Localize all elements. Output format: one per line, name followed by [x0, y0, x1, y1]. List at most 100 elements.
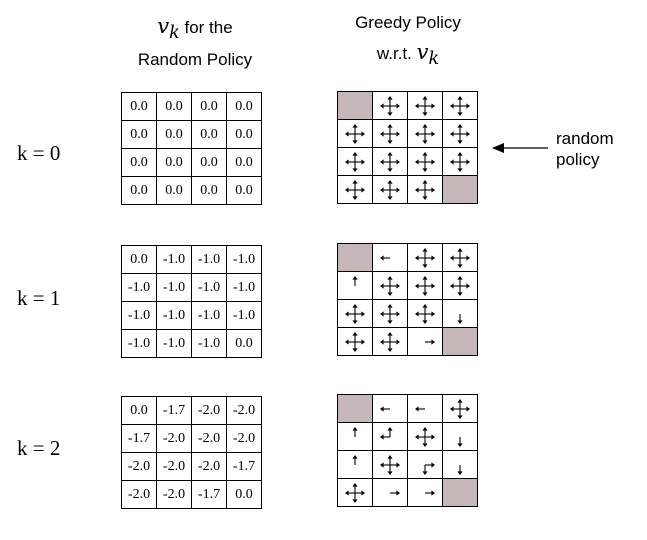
value-cell: 0.0 [191, 176, 227, 205]
value-row: 0.0 0.0 0.0 0.0 [121, 176, 262, 205]
policy-arrow-icon [345, 123, 365, 144]
value-cell: 0.0 [121, 120, 157, 149]
policy-arrow-icon [450, 275, 470, 296]
policy-cell [372, 175, 408, 204]
policy-cell [407, 243, 443, 272]
value-cell: -2.0 [156, 424, 192, 453]
policy-arrow-icon [380, 303, 400, 324]
policy-cell [337, 422, 373, 451]
policy-row [337, 394, 478, 423]
k-label-1: k = 1 [17, 286, 61, 310]
k-label-2: k = 2 [17, 436, 61, 460]
policy-cell [442, 147, 478, 176]
value-cell: 0.0 [121, 148, 157, 177]
policy-arrow-icon [450, 95, 470, 116]
value-grid-k1: 0.0 -1.0 -1.0 -1.0 -1.0 -1.0 -1.0 -1.0 -1.0 -1.0-… [121, 245, 262, 358]
policy-arrow-icon [390, 489, 400, 496]
value-cell: -1.7 [156, 396, 192, 425]
value-cell: -1.0 [226, 273, 262, 302]
value-cell: -1.0 [226, 245, 262, 274]
random-policy-annotation: random policy [556, 128, 614, 171]
value-header-line2: Random Policy [137, 50, 253, 70]
policy-cell [442, 422, 478, 451]
policy-cell [372, 422, 408, 451]
policy-arrow-icon [457, 313, 463, 324]
value-cell: 0.0 [191, 92, 227, 121]
policy-cell [372, 271, 408, 300]
policy-row [337, 243, 478, 272]
policy-arrow-icon [380, 123, 400, 144]
policy-arrow-icon [415, 151, 435, 172]
value-row: 0.0 0.0 0.0 0.0 [121, 92, 262, 121]
policy-row [337, 478, 478, 507]
policy-cell [442, 271, 478, 300]
policy-row [337, 271, 478, 300]
policy-row [337, 91, 478, 120]
value-cell: -1.0 [191, 329, 227, 358]
value-cell: 0.0 [226, 148, 262, 177]
policy-cell [442, 394, 478, 423]
policy-cell [407, 450, 443, 479]
value-cell: -2.0 [226, 396, 262, 425]
policy-arrow-icon [415, 405, 425, 412]
value-cell: -1.0 [156, 245, 192, 274]
policy-arrow-icon [380, 454, 400, 475]
policy-grid-k1 [337, 243, 478, 356]
policy-cell [337, 271, 373, 300]
policy-row [337, 422, 478, 451]
policy-arrow-icon [380, 331, 400, 352]
value-cell: 0.0 [121, 396, 157, 425]
policy-cell [372, 147, 408, 176]
value-row: 0.0 0.0 0.0 0.0 [121, 120, 262, 149]
policy-arrow-icon [415, 303, 435, 324]
policy-arrow-icon [380, 275, 400, 296]
policy-arrow-icon [450, 151, 470, 172]
terminal-state-cell [337, 243, 373, 272]
policy-cell [407, 422, 443, 451]
policy-arrow-icon [415, 247, 435, 268]
policy-cell [442, 299, 478, 328]
policy-header-line2: w.r.t. [376, 44, 412, 64]
policy-arrow-icon [450, 123, 470, 144]
value-cell: -1.0 [121, 273, 157, 302]
policy-cell [337, 327, 373, 356]
policy-arrow-icon [415, 426, 435, 447]
policy-cell [407, 119, 443, 148]
policy-arrow-icon [380, 254, 390, 261]
policy-row [337, 299, 478, 328]
value-cell: 0.0 [226, 480, 262, 509]
policy-arrow-icon [352, 426, 358, 437]
terminal-state-cell [442, 478, 478, 507]
policy-arrow-icon [450, 247, 470, 268]
value-row: -1.0 -1.0 -1.0 0.0 [121, 329, 262, 358]
policy-row [337, 147, 478, 176]
value-cell: 0.0 [191, 148, 227, 177]
value-grid-k0: 0.0 0.0 0.0 0.0 0.0 0.0 0.0 0.0 0.0 0.0 0.0 0.0 0.0 0… [121, 92, 262, 205]
value-row: -2.0 -2.0 -1.7 0.0 [121, 480, 262, 509]
value-cell: -1.0 [191, 273, 227, 302]
policy-grid-k2 [337, 394, 478, 507]
value-cell: -2.0 [156, 452, 192, 481]
policy-cell [407, 394, 443, 423]
terminal-state-cell [442, 327, 478, 356]
value-cell: 0.0 [226, 120, 262, 149]
value-cell: 0.0 [121, 176, 157, 205]
policy-cell [442, 450, 478, 479]
terminal-state-cell [337, 91, 373, 120]
value-cell: -1.0 [121, 301, 157, 330]
policy-cell [372, 478, 408, 507]
policy-arrow-icon [380, 95, 400, 116]
value-cell: -1.7 [226, 452, 262, 481]
value-cell: -1.0 [191, 301, 227, 330]
policy-cell [337, 175, 373, 204]
policy-row [337, 175, 478, 204]
policy-arrow-icon [415, 95, 435, 116]
policy-cell [442, 119, 478, 148]
value-cell: 0.0 [121, 245, 157, 274]
value-row: -2.0 -2.0 -2.0 -1.7 [121, 452, 262, 481]
policy-grid-k0 [337, 91, 478, 204]
policy-cell [337, 119, 373, 148]
policy-arrow-icon [352, 275, 358, 286]
terminal-state-cell [337, 394, 373, 423]
policy-cell [372, 91, 408, 120]
